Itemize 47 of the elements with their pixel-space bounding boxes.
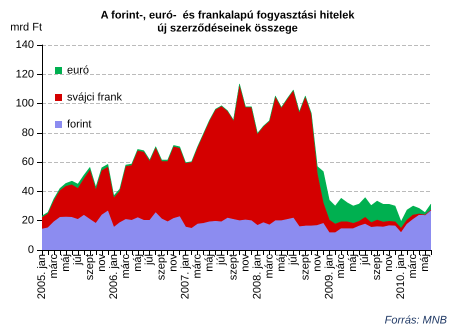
x-tick-label: márc bbox=[335, 254, 348, 278]
x-tick-label: szept bbox=[228, 254, 240, 280]
y-tick-label: 60 bbox=[22, 156, 34, 168]
y-tick-label: 80 bbox=[22, 126, 34, 139]
y-tick-label: 140 bbox=[16, 39, 34, 51]
x-tick-label: máj bbox=[132, 254, 144, 272]
x-tick-label: júl bbox=[359, 254, 372, 266]
text: Forrás: MNB bbox=[384, 314, 448, 326]
y-tick-label: 20 bbox=[22, 214, 34, 227]
x-tick-label: 2010. jan bbox=[395, 254, 408, 300]
x-tick-label: máj bbox=[204, 254, 216, 272]
x-tick-label: máj bbox=[347, 254, 360, 272]
legend-label: svájci frank bbox=[67, 92, 123, 104]
x-tick-label: márc bbox=[120, 254, 132, 278]
x-tick-label: júl bbox=[287, 254, 300, 266]
x-tick-label: máj bbox=[419, 254, 432, 272]
y-tick-label: 0 bbox=[28, 244, 34, 256]
x-tick-label: 2008. jan bbox=[251, 254, 264, 300]
x-tick-label: szept bbox=[299, 254, 312, 280]
x-tick-label: márc bbox=[192, 254, 204, 278]
y-tick-label: 40 bbox=[22, 185, 34, 198]
y-axis-title: mrd Ft bbox=[10, 22, 42, 34]
x-tick-label: márc bbox=[407, 254, 420, 278]
chart-title: A forint-, euró- és frankalapú fogyasztási hitelek új szerződéseinek összege bbox=[100, 10, 356, 34]
y-tick-label: 120 bbox=[16, 68, 34, 80]
x-tick-label: júl bbox=[216, 254, 228, 266]
x-tick-label: 2007. jan bbox=[180, 254, 192, 300]
x-tick-label: máj bbox=[275, 254, 288, 272]
x-tick-label: nov bbox=[239, 254, 252, 272]
x-tick-label: szept bbox=[156, 254, 168, 280]
x-tick-label: szept bbox=[84, 254, 96, 280]
x-tick-label: 2009. jan bbox=[323, 254, 336, 300]
x-tick-label: márc bbox=[48, 254, 60, 278]
x-tick-label: 2006. jan bbox=[108, 254, 120, 300]
y-tick-label: 100 bbox=[16, 98, 34, 110]
x-tick-label: nov bbox=[383, 254, 396, 272]
x-tick-label: márc bbox=[263, 254, 276, 278]
legend-label: euró bbox=[67, 64, 90, 76]
x-tick-label: nov bbox=[311, 254, 324, 272]
x-tick-label: szept bbox=[371, 254, 384, 280]
x-tick-label: nov bbox=[96, 254, 108, 272]
x-tick-label: júl bbox=[144, 254, 156, 266]
x-tick-label: nov bbox=[168, 254, 180, 272]
x-tick-label: máj bbox=[60, 254, 72, 272]
legend-label: forint bbox=[67, 118, 92, 130]
x-tick-label: 2005. jan bbox=[36, 254, 48, 300]
x-tick-label: júl bbox=[72, 254, 84, 266]
